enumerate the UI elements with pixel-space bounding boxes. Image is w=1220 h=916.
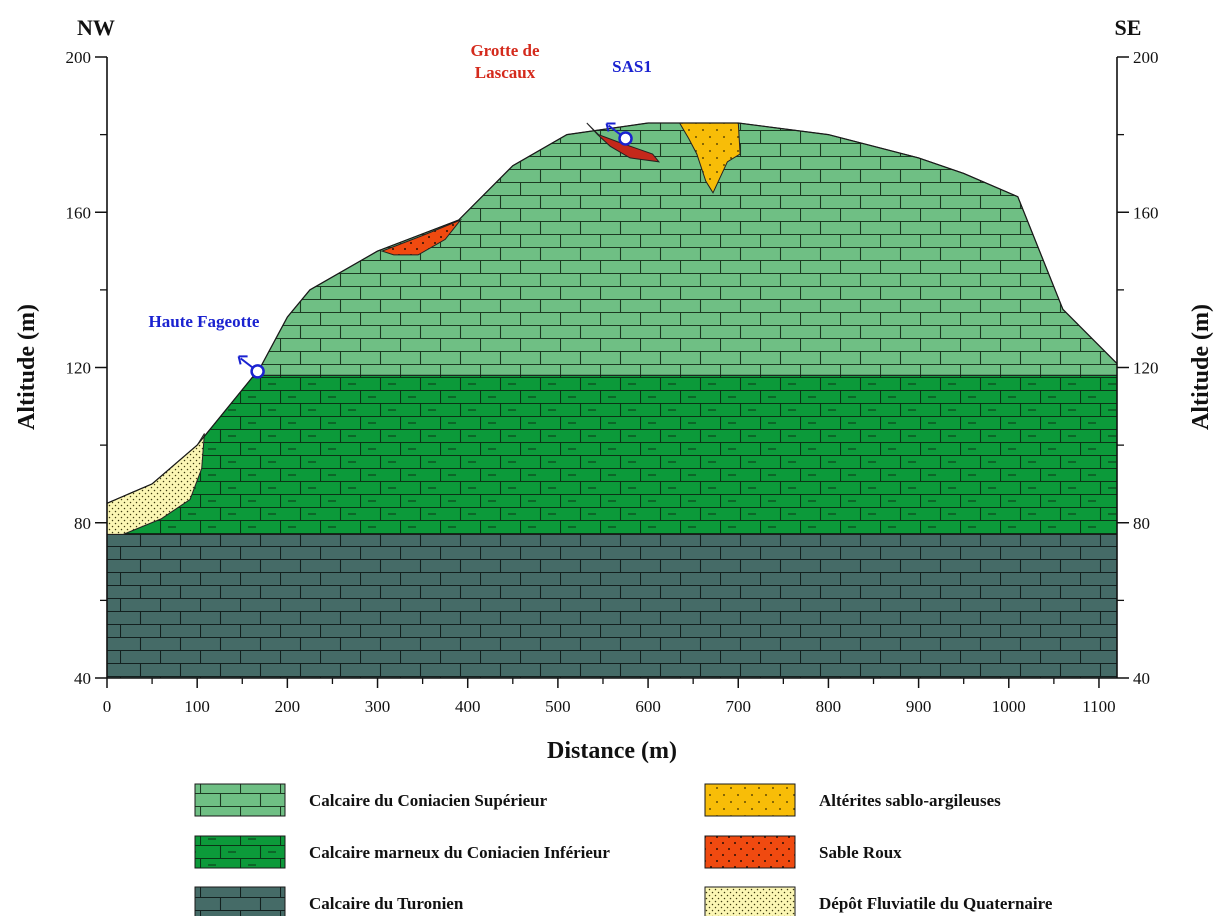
plot-layers	[106, 122, 1118, 679]
legend-item-calcaire-marneux-du-coniacien-inferieur: Calcaire marneux du Coniacien Inférieur	[194, 835, 610, 869]
marker-sas1	[605, 122, 633, 146]
legend-swatch	[704, 783, 796, 817]
legend-item-sable-roux: Sable Roux	[704, 835, 902, 869]
x-tick-label: 100	[184, 697, 210, 716]
layer-calcaire-marneux-du-coniacien-inferieur	[106, 374, 1118, 535]
x-tick-label: 700	[726, 697, 752, 716]
legend-swatch	[704, 835, 796, 869]
legend-swatch	[704, 886, 796, 916]
legend-label: Calcaire du Coniacien Supérieur	[309, 791, 548, 810]
annotation-haute-fageotte: Haute Fageotte	[149, 312, 260, 331]
marker-circle	[618, 131, 633, 146]
legend-label: Calcaire du Turonien	[309, 894, 464, 913]
marker-arrow-head	[237, 355, 248, 365]
x-tick-label: 600	[635, 697, 661, 716]
y-tick-label-right: 160	[1133, 203, 1159, 222]
y-tick-label-left: 200	[66, 48, 92, 67]
x-tick-label: 1100	[1082, 697, 1115, 716]
legend-label: Calcaire marneux du Coniacien Inférieur	[309, 843, 610, 862]
legend-swatch	[194, 783, 286, 817]
y-tick-label-left: 120	[66, 359, 92, 378]
annotation-lascaux: Lascaux	[475, 63, 536, 82]
orientation-nw-label: NW	[77, 15, 115, 40]
x-tick-label: 900	[906, 697, 932, 716]
legend-item-alterites-sablo-argileuses: Altérites sablo-argileuses	[704, 783, 1001, 817]
x-tick-label: 300	[365, 697, 391, 716]
legend-swatch	[194, 835, 286, 869]
deposit-sable-roux	[380, 218, 463, 256]
y-axis-title-left: Altitude (m)	[14, 304, 40, 430]
marker-circle	[250, 364, 265, 379]
layer-calcaire-du-turonien	[106, 533, 1118, 679]
y-tick-label-left: 160	[66, 203, 92, 222]
y-tick-label-right: 200	[1133, 48, 1159, 67]
marker-arrow-head	[605, 122, 616, 132]
legend-label: Dépôt Fluviatile du Quaternaire	[819, 894, 1053, 913]
x-tick-label: 1000	[992, 697, 1026, 716]
legend-item-depot-fluviatile-du-quaternaire: Dépôt Fluviatile du Quaternaire	[704, 886, 1053, 916]
legend-swatch	[194, 886, 286, 916]
annotation-sas1: SAS1	[612, 57, 652, 76]
y-tick-label-right: 120	[1133, 359, 1159, 378]
x-tick-label: 400	[455, 697, 481, 716]
legend-item-calcaire-du-coniacien-superieur: Calcaire du Coniacien Supérieur	[194, 783, 548, 817]
y-tick-label-left: 40	[74, 669, 91, 688]
x-axis-title: Distance (m)	[547, 738, 677, 764]
annotation-grotte-de: Grotte de	[470, 41, 540, 60]
legend-item-calcaire-du-turonien: Calcaire du Turonien	[194, 886, 464, 916]
legend-label: Sable Roux	[819, 843, 902, 862]
y-tick-label-right: 40	[1133, 669, 1150, 688]
legend-label: Altérites sablo-argileuses	[819, 791, 1001, 810]
x-tick-label: 800	[816, 697, 842, 716]
x-tick-label: 500	[545, 697, 571, 716]
surface-profile-line	[106, 122, 1118, 504]
x-tick-label: 0	[103, 697, 112, 716]
deposit-grotte-de-lascaux	[586, 122, 661, 163]
deposit-alterites-sablo-argileuses	[678, 122, 741, 194]
y-axis-title-right: Altitude (m)	[1188, 304, 1214, 430]
y-tick-label-left: 80	[74, 514, 91, 533]
orientation-se-label: SE	[1115, 15, 1142, 40]
axes: 0 100 200 300 400 500 600 700 800 900 1000 1100 40 80…	[66, 48, 1159, 716]
y-tick-label-right: 80	[1133, 514, 1150, 533]
x-tick-label: 200	[275, 697, 301, 716]
legend: Calcaire du Coniacien Supérieur Altérites…	[194, 783, 1053, 916]
marker-haute-fageotte	[237, 355, 265, 379]
